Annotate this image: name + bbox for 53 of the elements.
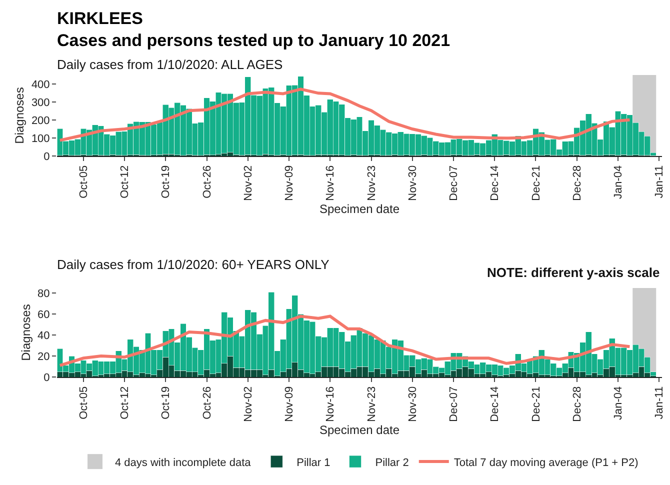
x-tick-label: Dec-21 [530, 386, 542, 422]
x-tick-label: Dec-14 [489, 386, 502, 422]
y-axis-title: Diagnoses [18, 304, 33, 361]
text: NOTE: different y-axis scale [487, 265, 660, 280]
x-axis-title: Specimen date [319, 422, 400, 437]
y-tick-label: 100 [31, 132, 50, 145]
x-tick-label: Oct-12 [119, 386, 132, 420]
x-tick-label: Nov-02 [242, 165, 254, 201]
y-tick-label: 300 [31, 96, 50, 109]
x-tick-label: Dec-21 [530, 165, 542, 201]
x-tick-label: Dec-07 [448, 165, 460, 201]
x-tick-label: Oct-19 [160, 165, 172, 198]
chart-title: KIRKLEES [57, 9, 143, 28]
x-tick-label: Nov-09 [284, 165, 296, 201]
text: Daily cases from 1/10/2020: ALL AGES [57, 57, 284, 72]
x-tick-label: Jan-04 [612, 386, 625, 420]
y-tick-label: 200 [31, 114, 50, 127]
x-tick-label: Nov-16 [324, 165, 337, 201]
x-tick-label: Dec-28 [571, 165, 584, 201]
x-tick-label: Oct-26 [201, 165, 214, 198]
x-tick-label: Jan-11 [654, 165, 666, 198]
x-tick-label: Oct-05 [78, 386, 90, 420]
chart-subtitle: Cases and persons tested up to January 10 2021 [57, 31, 450, 50]
y-tick-label: 0 [44, 150, 50, 163]
x-tick-label: Dec-07 [448, 386, 460, 422]
x-tick-label: Dec-28 [571, 386, 584, 422]
legend-label: Total 7 day moving average (P1 + P2) [454, 456, 638, 469]
y-axis-title: Diagnoses [12, 87, 27, 144]
x-tick-label: Jan-04 [612, 165, 625, 200]
y-tick-label: 0 [44, 372, 50, 384]
x-tick-label: Dec-14 [489, 165, 502, 201]
y-tick-label: 60 [38, 309, 50, 322]
legend-label: Pillar 1 [296, 456, 330, 469]
legend-label: 4 days with incomplete data [115, 456, 252, 469]
x-tick-label: Jan-11 [654, 386, 666, 420]
x-tick-label: Oct-05 [78, 165, 90, 198]
legend-label: Pillar 2 [375, 456, 409, 469]
chart-title: Daily cases from 1/10/2020: 60+ YEARS ONLY [57, 257, 330, 272]
x-tick-label: Nov-09 [284, 386, 296, 422]
y-tick-label: 20 [38, 350, 50, 363]
x-tick-label: Oct-26 [201, 386, 214, 420]
x-tick-label: Nov-30 [406, 165, 419, 201]
x-tick-label: Nov-02 [242, 386, 254, 422]
x-axis-title: Specimen date [319, 202, 400, 216]
x-tick-label: Nov-30 [406, 386, 419, 422]
x-tick-label: Oct-12 [119, 165, 132, 198]
y-tick-label: 80 [38, 288, 50, 300]
y-tick-label: 400 [31, 78, 50, 91]
x-tick-label: Oct-19 [160, 386, 172, 420]
x-tick-label: Nov-16 [324, 386, 337, 422]
y-tick-label: 40 [38, 330, 50, 342]
x-tick-label: Nov-23 [366, 386, 378, 422]
x-tick-label: Nov-23 [366, 165, 378, 201]
